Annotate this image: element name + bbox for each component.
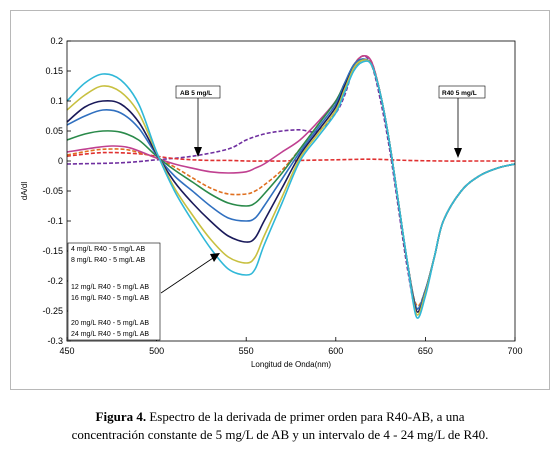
derivative-spectrum-chart: 450 500 550 600 650 700 0.2 0.15 0.1 0.05 0 -0.05 -0…	[20, 36, 523, 369]
caption-figure-label: Figura 4.	[95, 409, 147, 424]
series-layer	[66, 55, 516, 319]
annotation-r40-label: R40 5 mg/L	[442, 90, 477, 97]
legend: 4 mg/L R40 - 5 mg/L AB 8 mg/L R40 - 5 mg…	[67, 242, 161, 341]
annotation-ab-arrowhead-icon	[194, 147, 202, 157]
y-tick-label: -0.2	[47, 276, 63, 286]
x-tick-label: 550	[239, 346, 254, 356]
annotation-r40-arrowhead-icon	[454, 148, 462, 158]
y-tick-label: 0.15	[45, 66, 63, 76]
x-tick-label: 500	[149, 346, 164, 356]
legend-box	[67, 242, 161, 341]
annotation-ab-label: AB 5 mg/L	[180, 90, 212, 97]
y-axis-label: dA/dl	[20, 182, 29, 200]
y-tick-label: -0.05	[42, 186, 63, 196]
figure-caption: Figura 4. Espectro de la derivada de pri…	[0, 408, 560, 444]
x-axis-label: Longitud de Onda(nm)	[251, 360, 331, 369]
y-tick-label: -0.25	[42, 306, 63, 316]
y-tick-label: -0.15	[42, 246, 63, 256]
legend-pointer-arrowhead-icon	[210, 253, 220, 262]
y-tick-label: 0.05	[45, 126, 63, 136]
y-tick-label: 0.1	[50, 96, 63, 106]
series-line-8	[66, 60, 516, 319]
legend-entry-8mg: 8 mg/L R40 - 5 mg/L AB	[71, 257, 146, 264]
legend-entry-20mg: 20 mg/L R40 - 5 mg/L AB	[71, 320, 149, 327]
y-tick-label: 0	[58, 156, 63, 166]
annotation-ab: AB 5 mg/L	[175, 85, 221, 157]
legend-entry-4mg: 4 mg/L R40 - 5 mg/L AB	[71, 246, 146, 253]
ticks-layer: 450 500 550 600 650 700 0.2 0.15 0.1 0.05 0 -0.05 -0…	[42, 36, 522, 356]
legend-entry-24mg: 24 mg/L R40 - 5 mg/L AB	[71, 331, 149, 338]
x-tick-label: 600	[328, 346, 343, 356]
legend-entry-12mg: 12 mg/L R40 - 5 mg/L AB	[71, 284, 149, 291]
x-tick-label: 450	[59, 346, 74, 356]
caption-line-2: concentración constante de 5 mg/L de AB …	[71, 427, 489, 442]
annotation-legend-pointer	[160, 253, 220, 294]
y-tick-label: 0.2	[50, 36, 63, 46]
figure-frame: 450 500 550 600 650 700 0.2 0.15 0.1 0.05 0 -0.05 -0…	[10, 10, 550, 390]
series-line-1	[66, 151, 515, 162]
y-tick-label: -0.3	[47, 336, 63, 346]
annotation-r40-box	[438, 85, 486, 99]
legend-pointer-line	[160, 255, 217, 294]
legend-entry-16mg: 16 mg/L R40 - 5 mg/L AB	[71, 295, 149, 302]
caption-line-1: Figura 4. Espectro de la derivada de pri…	[0, 408, 560, 426]
x-tick-label: 700	[507, 346, 522, 356]
y-tick-label: -0.1	[47, 216, 63, 226]
caption-text-1: Espectro de la derivada de primer orden …	[146, 409, 465, 424]
annotation-r40: R40 5 mg/L	[438, 85, 486, 158]
x-tick-label: 650	[418, 346, 433, 356]
